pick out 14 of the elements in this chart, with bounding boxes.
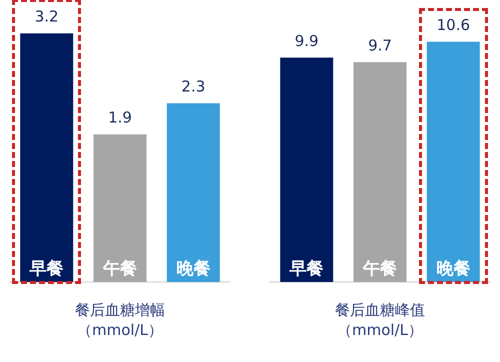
x-tick-label: 午餐: [102, 258, 137, 279]
x-axis-title: 餐后血糖峰值（mmol/L）: [334, 300, 426, 340]
data-label: 2.3: [181, 78, 206, 96]
data-label: 3.2: [34, 8, 59, 26]
x-tick-label: 午餐: [362, 258, 397, 279]
data-label: 10.6: [436, 16, 470, 34]
data-label: 1.9: [108, 108, 132, 127]
x-axis-title: 餐后血糖增幅（mmol/L）: [74, 300, 166, 340]
x-tick-label: 晚餐: [436, 258, 470, 279]
x-tick-label: 晚餐: [176, 258, 210, 279]
data-label: 9.9: [294, 32, 319, 50]
x-tick-label: 早餐: [288, 258, 324, 279]
data-label: 9.7: [368, 36, 392, 55]
x-tick-label: 早餐: [28, 258, 64, 279]
